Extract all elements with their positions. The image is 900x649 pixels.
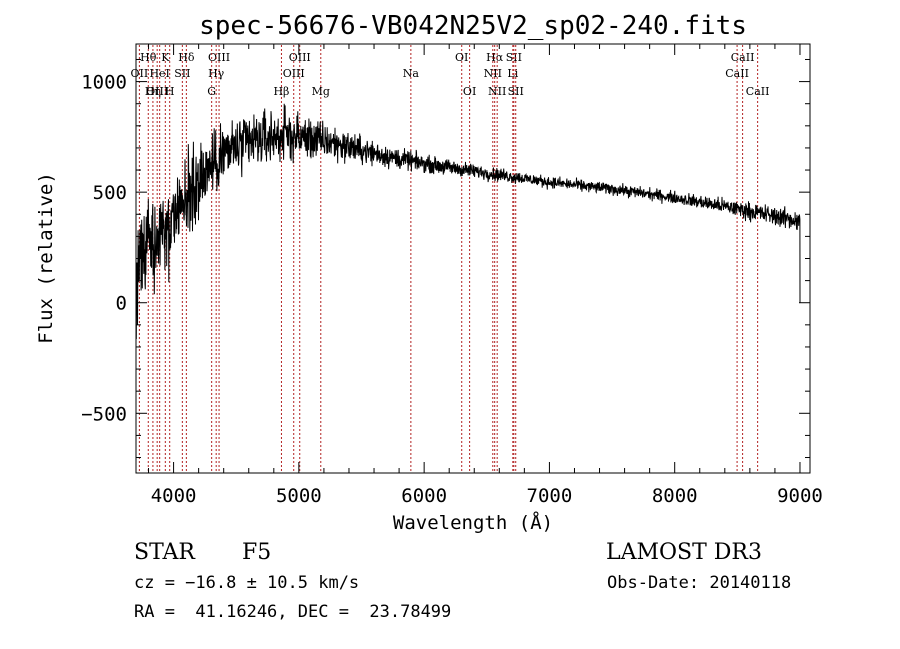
x-tick-label-4: 8000 [652, 485, 698, 507]
line-label-0: Hθ [140, 51, 157, 64]
line-label-10: Hγ [208, 67, 225, 80]
line-label-17: OI [455, 51, 468, 64]
line-label-25: CaII [731, 51, 755, 64]
line-label-7: SII [174, 67, 190, 80]
line-label-15: Mg [312, 85, 330, 98]
redshift-cz: cz = −16.8 ± 10.5 km/s [134, 573, 360, 593]
x-tick-label-5: 9000 [777, 485, 823, 507]
survey-name: LAMOST DR3 [606, 540, 762, 565]
spectrum-line [135, 103, 801, 340]
x-tick-label-2: 6000 [401, 485, 447, 507]
line-label-6: H [165, 85, 175, 98]
line-label-16: Na [403, 67, 420, 80]
line-label-8: Hδ [178, 51, 195, 64]
line-label-3: K [161, 51, 170, 64]
y-tick-label-1: 0 [116, 293, 127, 315]
line-label-27: CaII [746, 85, 770, 98]
line-label-22: SII [506, 51, 522, 64]
line-label-4: Hη [145, 85, 161, 98]
line-label-9: OIII [208, 51, 230, 64]
line-label-26: CaII [725, 67, 749, 80]
observation-date: Obs-Date: 20140118 [607, 573, 792, 593]
axis-ticks: 4000 5000 6000 7000 8000 9000 −500 0 500 1000 [81, 44, 823, 507]
y-tick-label-3: 1000 [81, 72, 127, 94]
line-label-19: Hα [486, 51, 504, 64]
object-class: STAR [134, 540, 195, 565]
x-tick-label-3: 7000 [527, 485, 573, 507]
x-tick-label-0: 4000 [151, 485, 197, 507]
line-label-5: HeI [149, 67, 169, 80]
line-label-11: G [207, 85, 216, 98]
spectrum-trace [135, 103, 801, 340]
y-axis-label: Flux (relative) [35, 172, 57, 344]
plot-frame [135, 43, 811, 474]
spectral-line-markers: Hθ OII OIII K Hη HeI H SII Hδ OIII Hγ G Hβ OIII OIII Mg… [131, 45, 770, 472]
x-tick-label-1: 5000 [276, 485, 322, 507]
line-label-12: Hβ [273, 85, 289, 98]
object-subclass: F5 [242, 540, 272, 565]
y-tick-label-0: −500 [81, 403, 127, 425]
line-label-23: Li [507, 67, 518, 80]
line-label-1: OII [131, 67, 149, 80]
x-axis-label: Wavelength (Å) [393, 511, 553, 534]
line-label-20: NII [484, 67, 502, 80]
y-tick-label-2: 500 [93, 182, 127, 204]
line-label-18: OI [463, 85, 476, 98]
chart-title: spec-56676-VB042N25V2_sp02-240.fits [199, 11, 747, 41]
line-label-14: OIII [283, 67, 305, 80]
line-label-13: OIII [289, 51, 311, 64]
line-label-24: SII [508, 85, 524, 98]
coordinates: RA = 41.16246, DEC = 23.78499 [134, 602, 452, 622]
line-label-2: OIII [146, 85, 168, 98]
line-label-21: NII [488, 85, 506, 98]
